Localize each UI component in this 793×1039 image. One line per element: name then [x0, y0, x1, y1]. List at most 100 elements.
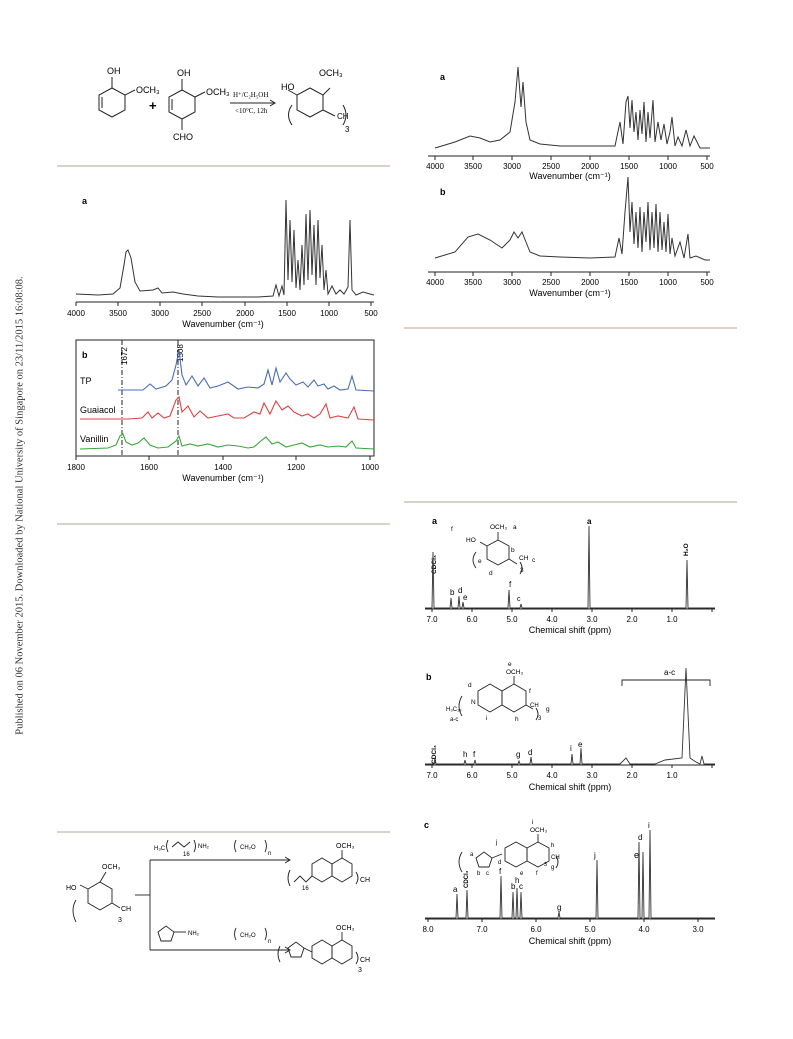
x-tick: 6.0	[466, 615, 478, 624]
bracket	[621, 679, 711, 686]
struct-label: a-c	[450, 717, 458, 723]
benzene-ring	[296, 87, 324, 118]
peak-label: f	[509, 580, 512, 589]
methine-label: CH	[337, 112, 349, 121]
x-axis-label: Wavenumber (cm⁻¹)	[529, 288, 610, 298]
peak-label: f	[499, 867, 502, 876]
x-axis-label: Chemical shift (ppm)	[529, 625, 612, 635]
x-tick: 2500	[542, 162, 560, 171]
side-note: Published on 06 November 2015. Downloade…	[0, 0, 26, 1039]
methoxy-label: OCH₃	[336, 925, 355, 932]
x-tick: 500	[700, 162, 714, 171]
furan-ring	[475, 851, 493, 868]
peak-label: c	[519, 882, 523, 891]
x-tick: 8.0	[422, 925, 434, 934]
x-tick: 1500	[278, 309, 296, 318]
methine-label: CH	[360, 957, 370, 964]
struct-label: g	[551, 865, 554, 871]
peak-label: H₂O	[683, 543, 690, 556]
x-axis-label: Wavenumber (cm⁻¹)	[182, 473, 263, 483]
peak-label: d	[638, 833, 642, 842]
x-tick: 2500	[193, 309, 211, 318]
x-tick: 5.0	[506, 771, 518, 780]
peak-label: h	[515, 876, 519, 885]
x-tick: 1400	[214, 463, 232, 472]
reagent-label: CH₂O	[240, 845, 256, 851]
synthesis-scheme-trisphenol: OH OCH₃ + OH OCH₃ CHO H⁺/C₂H₅OH <10°C, 1…	[98, 66, 350, 142]
spectrum-line	[434, 176, 710, 261]
struct-label: 3	[538, 716, 542, 722]
oxazine-ring	[311, 939, 333, 965]
x-tick: 3.0	[692, 925, 704, 934]
subscript-3: 3	[118, 917, 122, 924]
conditions-top: H⁺/C₂H₅OH	[233, 91, 268, 99]
x-tick: 2000	[581, 278, 599, 287]
subscript-3: 3	[358, 967, 362, 974]
x-tick: 3000	[151, 309, 169, 318]
peak-label: CDCl₃	[431, 555, 438, 574]
x-tick: 4.0	[638, 925, 650, 934]
x-tick: 4000	[426, 162, 444, 171]
methoxy-label: OCH₃	[336, 843, 355, 850]
x-tick: 1000	[659, 162, 677, 171]
struct-label: c	[532, 557, 536, 564]
peak-label: h	[463, 750, 467, 759]
peak-label: CDCl₃	[431, 745, 438, 764]
struct-label: f	[451, 526, 453, 533]
struct-label: N	[471, 699, 476, 706]
divider	[404, 501, 737, 503]
benzene-ring	[98, 87, 126, 118]
peak-label: b	[511, 882, 516, 891]
benzene-ring	[331, 857, 353, 883]
reagent-label: CH₂O	[240, 933, 256, 939]
reagent-sub: n	[268, 851, 271, 857]
peak-label: e	[634, 850, 639, 860]
peak-label: g	[516, 750, 520, 759]
x-tick: 2.0	[626, 771, 638, 780]
oxazine-ring	[477, 683, 503, 713]
methoxy-label: OCH₃	[319, 68, 343, 78]
reagent-sub: 16	[183, 852, 190, 858]
x-tick: 2000	[581, 162, 599, 171]
x-tick: 3500	[464, 278, 482, 287]
struct-label: c	[486, 871, 489, 877]
struct-label: OCH₃	[506, 669, 523, 676]
marker-label: 1672	[120, 347, 129, 365]
ftir-spectrum-left: a 4000 3500 3000 2500 2000 1500 1000 500…	[67, 196, 379, 483]
struct-label: HO	[466, 537, 476, 544]
reagent-label: NH₂	[188, 931, 200, 937]
tp-spectrum	[118, 349, 375, 392]
hydroxyl-label: HO	[281, 82, 295, 92]
benzene-ring	[168, 89, 196, 120]
furan-ring	[157, 925, 175, 942]
struct-label: h	[551, 843, 554, 849]
methoxy-label: OCH₃	[206, 87, 230, 97]
struct-label: h	[515, 716, 519, 723]
ftir-spectrum-right: a 4000 3500 3000 2500 2000 1500 1000 500…	[426, 66, 714, 298]
struct-label: f	[536, 871, 538, 877]
struct-label: CH	[530, 703, 539, 709]
x-tick: 6.0	[530, 925, 542, 934]
x-tick: 3000	[503, 162, 521, 171]
nmr-spectrum-b: b e OCH₃ d f N H₃C₁₈ a-c i h CH g 3 a-c …	[425, 661, 715, 792]
spectrum-line	[425, 525, 715, 609]
struct-label: i	[532, 819, 533, 826]
spectrum-line	[425, 667, 715, 765]
struct-label: g	[546, 706, 550, 713]
bracket-label: a-c	[664, 668, 675, 677]
x-tick: 1800	[67, 463, 85, 472]
spectrum-line	[434, 66, 710, 149]
subscript-3: 3	[345, 125, 350, 134]
x-tick: 1000	[320, 309, 338, 318]
benzene-ring	[87, 881, 113, 911]
struct-label: b	[511, 547, 515, 554]
x-axis-label: Wavenumber (cm⁻¹)	[529, 171, 610, 181]
reagent-label: NH₂	[198, 844, 210, 850]
oxazine-ring	[311, 857, 333, 883]
peak-label: g	[557, 903, 561, 912]
x-tick: 3500	[109, 309, 127, 318]
hydroxyl-label: HO	[66, 885, 77, 892]
x-tick: 7.0	[476, 925, 488, 934]
methoxy-label: OCH₃	[136, 85, 160, 95]
struct-label: 3	[544, 862, 547, 868]
